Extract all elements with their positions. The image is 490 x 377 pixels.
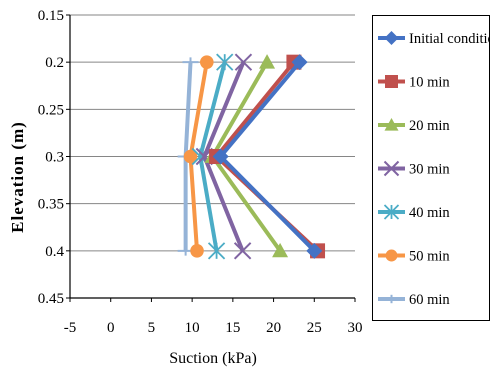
x-tick-label: 10 — [185, 320, 200, 336]
x-tick-label: 0 — [107, 320, 115, 336]
x-tick-label: 15 — [225, 320, 240, 336]
legend-label: 40 min — [409, 205, 450, 221]
circle-marker — [190, 244, 204, 258]
y-tick-label: 0.35 — [38, 197, 64, 213]
y-tick-label: 0.3 — [45, 150, 64, 166]
y-tick-label: 0.15 — [38, 8, 64, 24]
legend-label: 10 min — [409, 75, 450, 91]
triangle-marker — [259, 54, 275, 68]
y-tick-label: 0.2 — [45, 55, 64, 71]
x-tick-label: 20 — [266, 320, 281, 336]
y-axis-title: Elevation (m) — [8, 121, 27, 233]
y-tick-label: 0.45 — [38, 291, 64, 307]
x-axis-title: Suction (kPa) — [169, 350, 257, 367]
legend-label: 30 min — [409, 162, 450, 178]
y-tick-label: 0.4 — [45, 244, 64, 260]
plus-marker — [183, 57, 199, 67]
x-tick-label: 25 — [307, 320, 322, 336]
circle-marker — [200, 55, 214, 69]
axis-layer: 0.15 0.2 0.25 0.3 0.35 0.4 0.45-5 0 5 10 15 20 25 30 — [38, 8, 363, 336]
x-tick-label: 30 — [348, 320, 363, 336]
square-marker — [385, 75, 398, 88]
circle-marker — [386, 250, 398, 262]
legend-label: 60 min — [409, 292, 450, 308]
legend-label: Initial condition — [409, 31, 490, 47]
legend-label: 20 min — [409, 118, 450, 134]
y-tick-label: 0.25 — [38, 102, 64, 118]
legend-layer: Initial condition 10 min 20 min 30 min 40 mi… — [373, 16, 490, 321]
x-tick-label: -5 — [64, 320, 77, 336]
legend-label: 50 min — [409, 249, 450, 265]
x-tick-label: 5 — [148, 320, 156, 336]
